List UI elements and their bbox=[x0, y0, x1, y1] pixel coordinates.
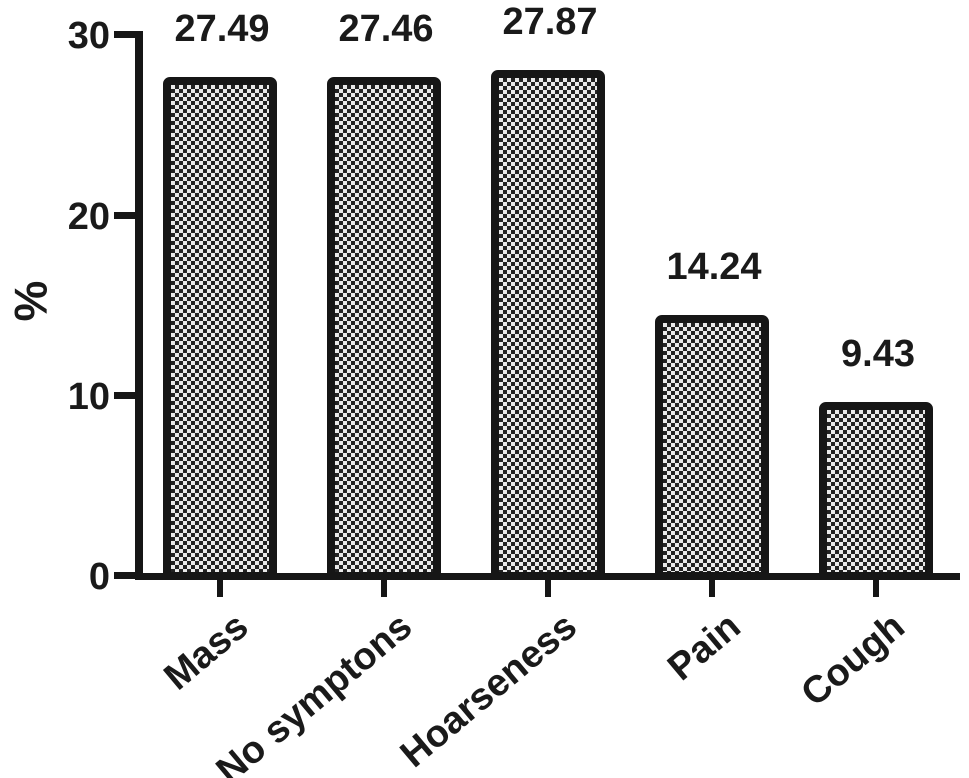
bar-value-label: 27.49 bbox=[174, 7, 270, 50]
bar-value-label: 27.46 bbox=[338, 8, 434, 51]
y-axis-title: % bbox=[4, 280, 57, 322]
y-tick-label: 10 bbox=[67, 375, 110, 418]
bar-pain bbox=[655, 315, 769, 580]
bar-mass bbox=[163, 76, 277, 580]
y-tick-mark bbox=[114, 391, 135, 399]
bar-value-label: 14.24 bbox=[666, 246, 762, 289]
bar-value-label: 9.43 bbox=[841, 333, 915, 376]
x-tick-mark bbox=[217, 580, 223, 597]
bar-hoarseness bbox=[491, 69, 605, 580]
bar-no-symptons bbox=[327, 77, 441, 580]
x-tick-mark bbox=[709, 580, 715, 597]
y-axis-line bbox=[135, 31, 143, 580]
y-tick-label: 20 bbox=[67, 195, 110, 238]
x-tick-label: Mass bbox=[156, 605, 257, 699]
bar-value-label: 27.87 bbox=[502, 0, 598, 43]
y-tick-label: 0 bbox=[88, 556, 110, 598]
y-tick-label: 30 bbox=[67, 15, 110, 58]
x-tick-label: Hoarseness bbox=[392, 605, 585, 776]
x-tick-label: Pain bbox=[659, 605, 749, 689]
x-tick-label: Cough bbox=[793, 605, 913, 715]
x-tick-mark bbox=[545, 580, 551, 597]
x-tick-mark bbox=[873, 580, 879, 597]
y-tick-mark bbox=[114, 211, 135, 219]
bar-cough bbox=[819, 402, 933, 580]
y-tick-mark bbox=[114, 572, 135, 579]
x-tick-mark bbox=[381, 580, 387, 597]
x-axis-line bbox=[135, 573, 960, 580]
y-tick-mark bbox=[114, 31, 135, 39]
